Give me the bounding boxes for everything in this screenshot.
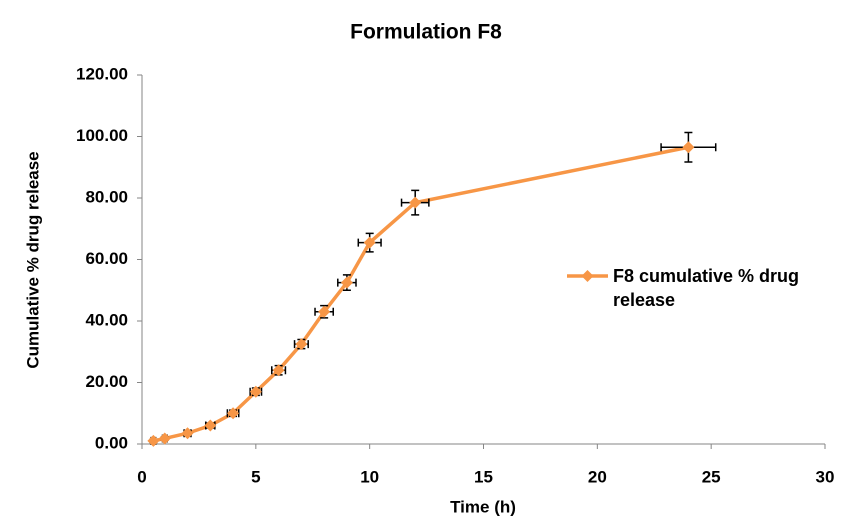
data-point bbox=[409, 196, 422, 209]
x-tick-label: 20 bbox=[588, 467, 607, 486]
data-point bbox=[363, 236, 376, 249]
x-tick-label: 10 bbox=[360, 467, 379, 486]
y-tick-label: 100.00 bbox=[76, 126, 128, 145]
data-point bbox=[204, 419, 217, 432]
legend-label: F8 cumulative % drug release bbox=[613, 266, 800, 310]
x-tick-label: 0 bbox=[137, 467, 146, 486]
chart-title: Formulation F8 bbox=[350, 21, 502, 44]
y-tick-label: 40.00 bbox=[85, 310, 128, 329]
series-line bbox=[153, 145, 689, 443]
x-tick-label: 25 bbox=[702, 467, 721, 486]
y-axis-title: Cumulative % drug release bbox=[23, 151, 42, 368]
y-tick-label: 60.00 bbox=[85, 249, 128, 268]
x-tick-label: 15 bbox=[474, 467, 493, 486]
x-axis-title: Time (h) bbox=[450, 497, 516, 516]
data-point bbox=[227, 407, 240, 420]
data-point bbox=[272, 364, 285, 377]
data-point bbox=[158, 432, 171, 445]
y-tick-label: 80.00 bbox=[85, 187, 128, 206]
data-point bbox=[318, 305, 331, 318]
y-tick-label: 0.00 bbox=[95, 433, 128, 452]
x-tick-label: 5 bbox=[251, 467, 260, 486]
data-point bbox=[295, 338, 308, 351]
data-point bbox=[147, 434, 160, 447]
data-point bbox=[249, 385, 262, 398]
data-point bbox=[340, 276, 353, 289]
x-tick-label: 30 bbox=[816, 467, 835, 486]
legend-marker bbox=[581, 270, 594, 282]
data-point bbox=[181, 427, 194, 440]
y-tick-label: 120.00 bbox=[76, 64, 128, 83]
data-point bbox=[682, 141, 695, 154]
y-tick-label: 20.00 bbox=[85, 372, 128, 391]
